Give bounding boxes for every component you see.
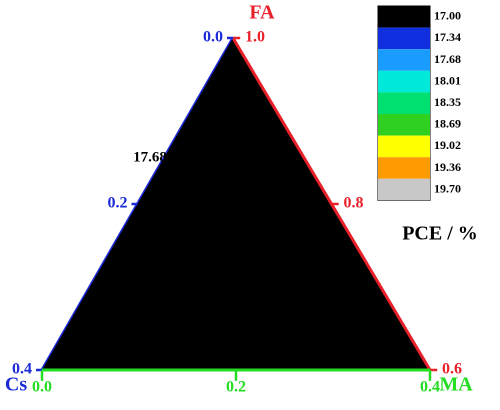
contour-label: 18.01 xyxy=(95,287,129,303)
colorbar-swatch xyxy=(378,178,430,201)
axis-name: Cs xyxy=(5,374,27,396)
colorbar-swatch xyxy=(378,157,430,179)
axis-tick-label: 0.4 xyxy=(420,379,440,396)
colorbar-label: 19.70 xyxy=(434,181,461,195)
colorbar-swatch xyxy=(378,49,430,71)
axis-tick-label: 0.8 xyxy=(344,195,364,212)
colorbar-label: 17.68 xyxy=(434,52,461,66)
axis-tick-label: 0.0 xyxy=(203,29,223,46)
colorbar-swatch xyxy=(378,135,430,158)
colorbar-label: 19.02 xyxy=(434,138,461,152)
contour-label: 18.35 xyxy=(121,263,155,279)
axis-tick-label: 0.2 xyxy=(108,195,128,212)
colorbar-swatch xyxy=(378,27,430,50)
colorbar-swatch xyxy=(378,6,430,28)
axis-tick-label: 0.2 xyxy=(226,379,246,396)
axis-name: FA xyxy=(249,2,275,24)
colorbar-label: 17.00 xyxy=(434,9,461,23)
contour-label: 19.02 xyxy=(279,203,313,219)
colorbar-swatch xyxy=(378,92,430,114)
contour-label: 18.01 xyxy=(161,173,195,189)
contour-label: 18.69 xyxy=(159,291,193,307)
axis-tick-label: 0.4 xyxy=(12,361,32,378)
axis-tick-label: 0.0 xyxy=(32,379,52,396)
colorbar-label: 17.34 xyxy=(434,30,461,44)
colorbar-label: 18.69 xyxy=(434,117,461,131)
axis-name: MA xyxy=(439,374,473,396)
colorbar-label: 18.35 xyxy=(434,95,461,109)
colorbar-swatch xyxy=(378,114,430,136)
colorbar-label: 19.36 xyxy=(434,160,461,174)
axis-tick-label: 1.0 xyxy=(245,29,265,46)
contour-label: 17.68 xyxy=(133,149,167,165)
colorbar-label: 18.01 xyxy=(434,73,461,87)
contour-label: 19.02 xyxy=(215,291,249,307)
contour-label: 17.34 xyxy=(181,126,215,142)
axis-tick-label: 0.6 xyxy=(442,361,462,378)
colorbar-swatch xyxy=(378,70,430,93)
colorbar-title: PCE / % xyxy=(402,223,478,245)
contour-label: 19.36 xyxy=(237,317,271,333)
